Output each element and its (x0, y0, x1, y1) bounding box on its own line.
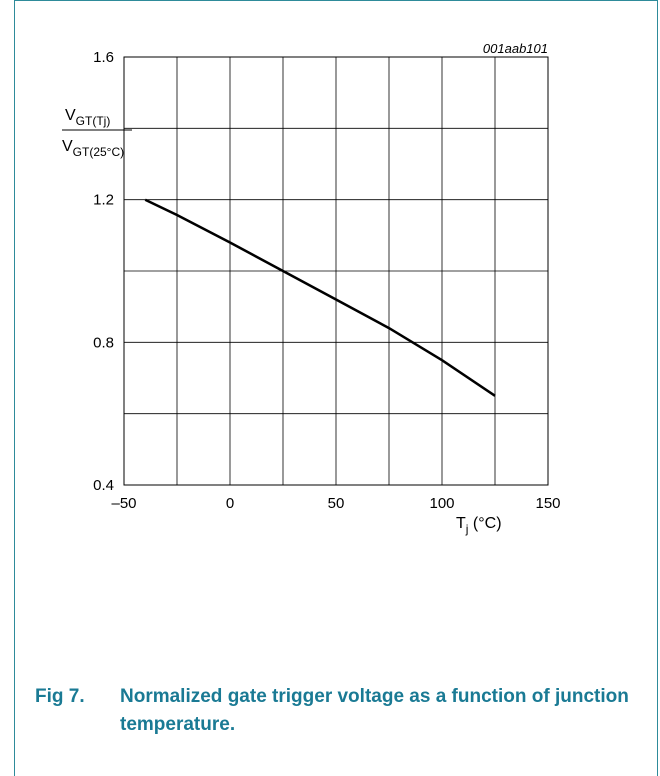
figure-id: 001aab101 (483, 41, 548, 56)
x-tick-label: 100 (429, 495, 454, 512)
y-tick-label: 1.2 (93, 192, 114, 209)
y-tick-label: 0.4 (93, 477, 114, 494)
y-tick-labels: 0.4 0.8 1.2 1.6 (93, 49, 114, 494)
x-tick-label: –50 (111, 495, 136, 512)
x-label: Tj (°C) (456, 515, 502, 536)
y-tick-label: 1.6 (93, 49, 114, 66)
y-label-numerator: VGT(Tj) (65, 107, 110, 128)
x-tick-label: 0 (226, 495, 234, 512)
caption-text: Normalized gate trigger voltage as a fun… (120, 686, 629, 735)
x-tick-labels: –50 0 50 100 150 (111, 495, 560, 512)
y-tick-label: 0.8 (93, 334, 114, 351)
chart-grid (123, 56, 549, 486)
caption-number: Fig 7. (35, 686, 85, 707)
figure-frame (14, 0, 658, 776)
x-tick-label: 50 (328, 495, 345, 512)
series-line (144, 198, 496, 397)
y-label-denominator: VGT(25°C) (62, 138, 124, 159)
chart: 0.4 0.8 1.2 1.6 –50 0 50 100 150 001aab101 VGT(… (62, 41, 561, 536)
plot-border (123, 56, 549, 486)
x-tick-label: 150 (535, 495, 560, 512)
